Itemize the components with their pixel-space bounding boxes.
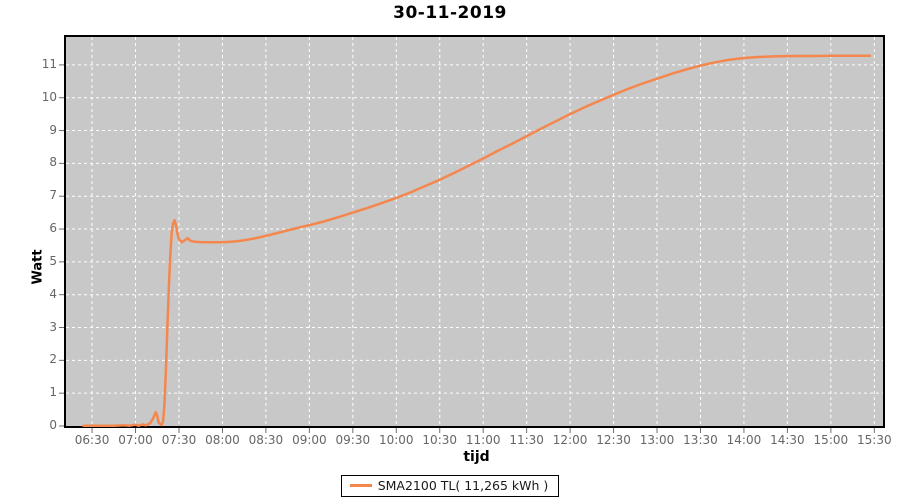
chart-title: 30-11-2019: [393, 3, 507, 23]
y-tick-label: 0: [49, 418, 57, 432]
y-tick-label: 10: [41, 89, 57, 104]
x-tick-label: 08:00: [205, 433, 240, 447]
legend-row: SMA2100 TL( 11,265 kWh ): [0, 475, 900, 497]
y-tick-label: 6: [49, 221, 57, 236]
y-tick-label: 11: [41, 56, 57, 71]
x-tick-label: 11:30: [509, 433, 544, 447]
y-tick-label: 4: [49, 286, 57, 301]
plot-background: [66, 37, 883, 426]
plot-area: Watt: [31, 35, 885, 433]
y-tick-label: 5: [49, 253, 57, 268]
x-tick-label: 07:30: [161, 433, 197, 447]
plot-canvas: [59, 37, 883, 433]
y-tick-label: 2: [49, 352, 57, 367]
x-tick-label: 14:00: [726, 433, 762, 447]
x-axis-label: tijd: [463, 449, 490, 465]
x-tick-label: 11:00: [465, 433, 501, 447]
x-tick-label: 09:30: [335, 433, 371, 447]
x-tick-label: 12:00: [552, 433, 588, 447]
x-tick-label: 07:00: [118, 433, 153, 447]
x-tick-label: 14:30: [770, 433, 805, 447]
legend-series-label: SMA2100 TL( 11,265 kWh ): [377, 478, 549, 493]
legend-line-swatch: [349, 484, 372, 487]
y-tick-label: 8: [49, 155, 57, 170]
legend-box: SMA2100 TL( 11,265 kWh ): [340, 475, 560, 497]
x-tick-label: 10:00: [378, 433, 414, 447]
y-tick-label: 7: [49, 188, 57, 203]
x-tick-label: 13:30: [683, 433, 718, 447]
y-tick-label: 9: [49, 122, 57, 137]
y-tick-label: 3: [49, 319, 57, 334]
x-tick-label: 13:00: [639, 433, 675, 447]
x-tick-label: 08:30: [248, 433, 284, 447]
x-tick-label: 06:30: [74, 433, 110, 447]
x-tick-label: 12:30: [596, 433, 631, 447]
x-tick-label: 10:30: [422, 433, 458, 447]
x-tick-label: 15:00: [813, 433, 849, 447]
x-tick-label: 09:00: [292, 433, 327, 447]
series-line: [82, 54, 872, 427]
x-tick-label: 15:30: [857, 433, 892, 447]
y-tick-label: 1: [49, 385, 57, 400]
